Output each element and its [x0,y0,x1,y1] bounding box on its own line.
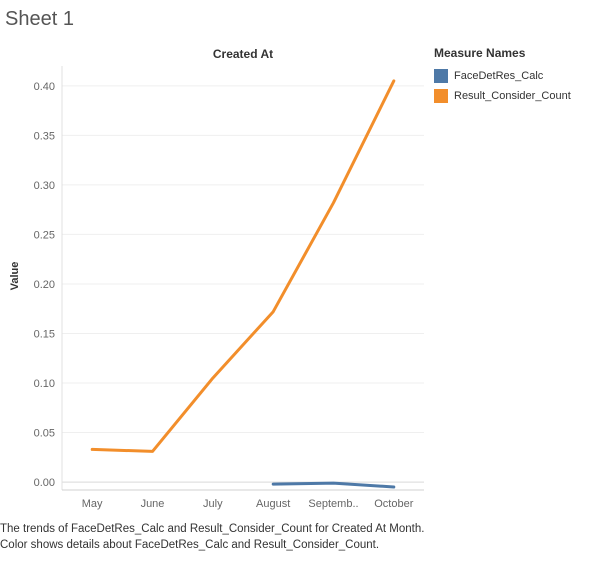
y-tick-label: 0.05 [34,428,55,440]
y-tick-label: 0.35 [34,130,55,142]
line-chart: 0.00 0.05 0.10 0.15 0.20 0.25 0.30 0.35 0.40 May J… [9,47,424,510]
legend-item-facedetres-calc[interactable]: FaceDetRes_Calc [434,66,571,86]
legend: Measure Names FaceDetRes_Calc Result_Con… [434,46,571,106]
series-line-facedetres-calc[interactable] [271,481,396,489]
x-tick-label: August [256,498,290,510]
x-tick-label: May [82,498,103,510]
series-layer [90,79,396,489]
x-tick-label: July [203,498,223,510]
sheet-title: Sheet 1 [5,8,74,30]
legend-label: Result_Consider_Count [454,90,571,102]
y-tick-label: 0.40 [34,81,55,93]
legend-item-result-consider-count[interactable]: Result_Consider_Count [434,86,571,106]
legend-swatch [434,69,448,83]
y-tick-label: 0.10 [34,378,55,390]
grid-layer [62,85,424,483]
y-tick-label: 0.20 [34,279,55,291]
y-axis-label: Value [9,262,21,291]
chart-caption: The trends of FaceDetRes_Calc and Result… [0,523,425,551]
x-tick-label: June [141,498,165,510]
y-tick-label: 0.25 [34,229,55,241]
x-tick-label: October [374,498,413,510]
y-tick-label: 0.15 [34,328,55,340]
series-line-result-consider-count[interactable] [90,79,396,453]
legend-label: FaceDetRes_Calc [454,70,544,82]
axis-layer: 0.00 0.05 0.10 0.15 0.20 0.25 0.30 0.35 0.40 May J… [34,66,424,510]
y-tick-label: 0.00 [34,477,55,489]
x-tick-label: Septemb.. [308,498,358,510]
legend-title: Measure Names [434,46,526,60]
legend-swatch [434,89,448,103]
chart-title: Created At [213,47,273,61]
y-tick-label: 0.30 [34,180,55,192]
